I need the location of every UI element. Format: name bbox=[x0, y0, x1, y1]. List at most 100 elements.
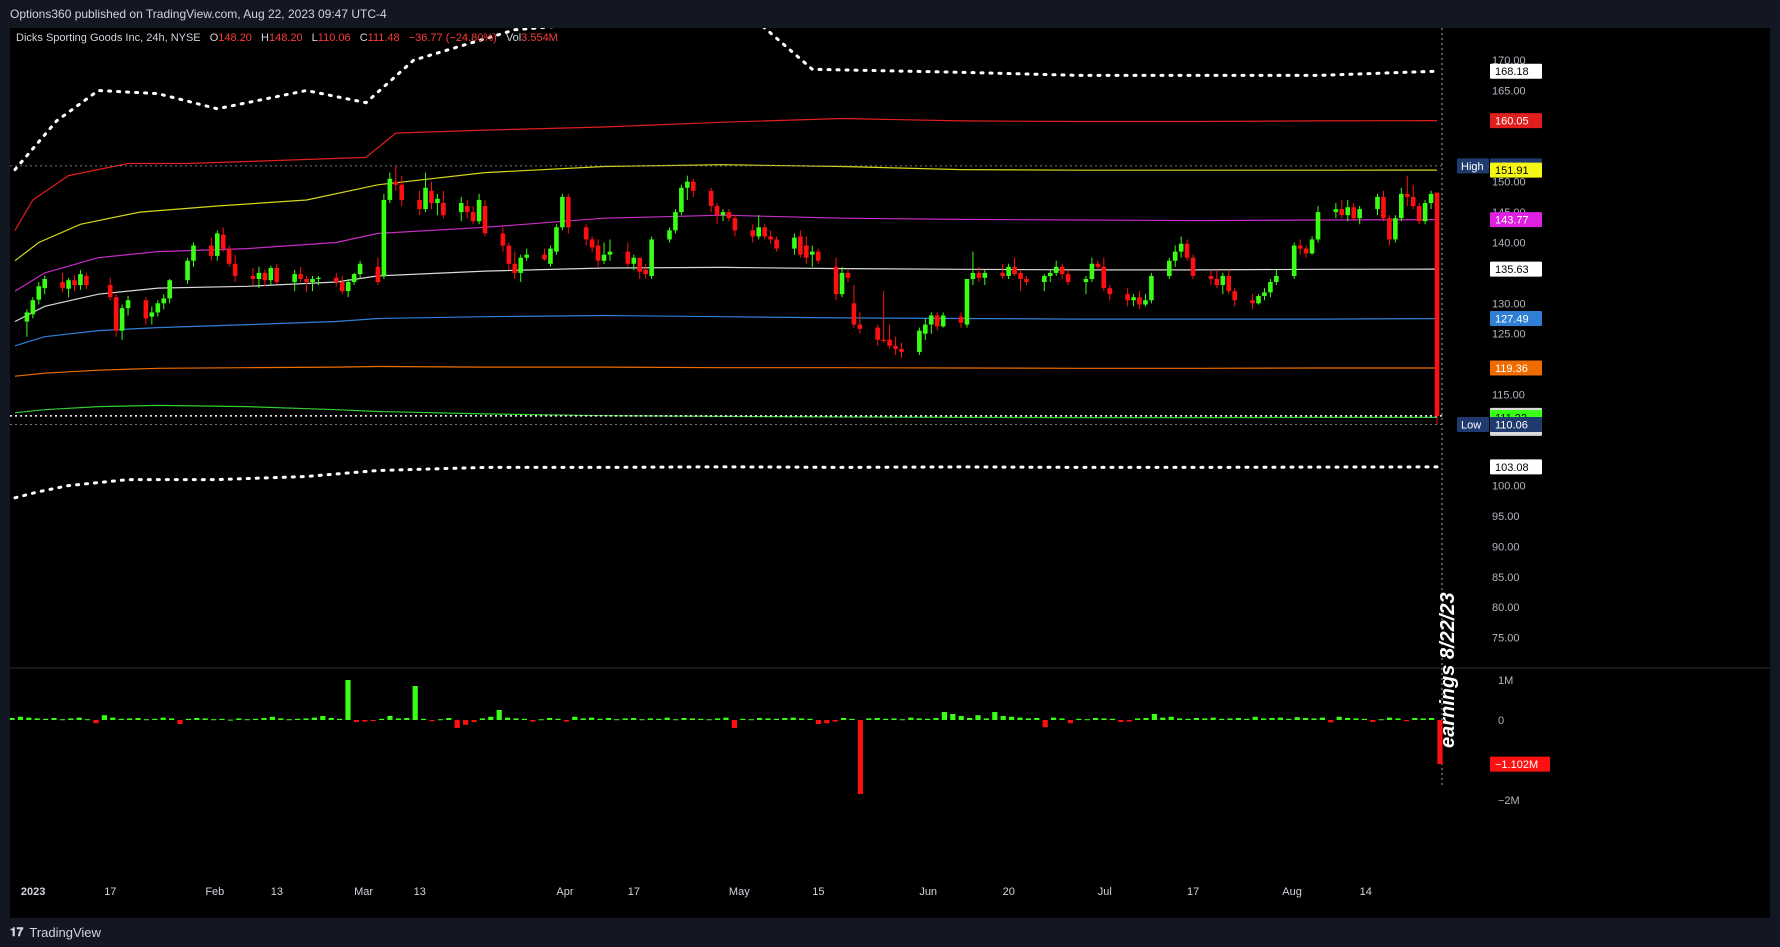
volume-bar bbox=[1067, 720, 1073, 724]
volume-bar bbox=[706, 719, 712, 721]
volume-bar bbox=[1210, 717, 1216, 720]
volume-bar bbox=[219, 718, 225, 720]
volume-bar bbox=[832, 720, 838, 722]
volume-bar bbox=[379, 718, 385, 720]
candle bbox=[601, 254, 607, 261]
candle bbox=[595, 245, 601, 261]
candle bbox=[30, 300, 36, 315]
volume-bar bbox=[992, 712, 998, 720]
candle bbox=[631, 257, 637, 264]
candle bbox=[60, 282, 65, 289]
candle bbox=[1375, 196, 1380, 210]
band-red bbox=[14, 117, 1438, 231]
candle bbox=[36, 286, 42, 300]
volume-bar bbox=[1185, 718, 1191, 720]
volume-bar bbox=[563, 720, 569, 722]
candle bbox=[964, 278, 970, 325]
price-tag-bg bbox=[1457, 158, 1489, 174]
volume-bar bbox=[85, 719, 91, 721]
candle bbox=[1357, 209, 1362, 219]
candle bbox=[1333, 209, 1339, 213]
volume-bar bbox=[1361, 718, 1367, 720]
volume-bar bbox=[857, 720, 863, 794]
band-lines bbox=[10, 16, 1443, 788]
time-tick-label: 15 bbox=[812, 886, 824, 898]
volume-bar bbox=[295, 718, 301, 720]
candle bbox=[423, 187, 428, 210]
candle bbox=[982, 272, 988, 278]
volume-bar bbox=[211, 719, 217, 721]
candle bbox=[506, 245, 512, 264]
price-tick-label: 170.00 bbox=[1492, 55, 1526, 67]
volume-bar bbox=[664, 717, 670, 720]
price-label: 168.18 bbox=[1495, 66, 1529, 78]
candle bbox=[1018, 272, 1023, 279]
candle bbox=[923, 324, 928, 334]
candle bbox=[928, 315, 934, 325]
volume-bar bbox=[1042, 720, 1048, 728]
volume-bar bbox=[59, 719, 65, 721]
volume-bar bbox=[1261, 718, 1267, 720]
volume-bar bbox=[656, 718, 662, 720]
time-tick-label: Feb bbox=[205, 886, 224, 898]
volume-bar bbox=[505, 717, 511, 720]
price-axis-labels: 168.18160.05152.61High151.91143.77135.63… bbox=[1457, 63, 1550, 772]
price-label: 119.36 bbox=[1495, 363, 1528, 375]
candle bbox=[637, 257, 643, 272]
volume-bar bbox=[110, 717, 116, 720]
candle bbox=[589, 239, 595, 248]
candle bbox=[304, 278, 309, 283]
volume-bar bbox=[169, 718, 175, 720]
volume-bar bbox=[874, 718, 880, 720]
volume-bar bbox=[1277, 717, 1283, 720]
volume-bar bbox=[34, 718, 40, 720]
volume-bar bbox=[689, 718, 695, 720]
volume-bar bbox=[589, 717, 595, 720]
price-tag: Low bbox=[1461, 419, 1481, 431]
band-magenta bbox=[14, 214, 1438, 292]
volume-bar bbox=[353, 720, 359, 722]
candle bbox=[1101, 266, 1107, 289]
candle bbox=[958, 316, 964, 323]
volume-bar bbox=[1151, 714, 1157, 720]
volume-bar bbox=[68, 718, 74, 720]
earnings-annotation: earnings 8/22/23 bbox=[1437, 592, 1459, 748]
volume-bar bbox=[950, 714, 956, 720]
candle bbox=[804, 245, 809, 258]
candle bbox=[1065, 274, 1071, 283]
candle bbox=[24, 312, 30, 322]
price-gridlines bbox=[10, 28, 1770, 918]
brand-label: TradingView bbox=[29, 925, 101, 940]
volume-bar bbox=[43, 718, 49, 720]
candle bbox=[667, 230, 672, 240]
volume-bar bbox=[1387, 717, 1393, 720]
volume-bar bbox=[723, 717, 729, 720]
candle bbox=[1149, 275, 1154, 301]
volume-bar bbox=[51, 718, 57, 720]
brand[interactable]: 𝟏𝟕 TradingView bbox=[10, 925, 101, 940]
candle bbox=[690, 181, 696, 191]
legend-c-value: 111.48 bbox=[368, 32, 400, 44]
legend-h-value: 148.20 bbox=[269, 32, 303, 44]
time-tick-label: 14 bbox=[1360, 886, 1372, 898]
volume-bar bbox=[1118, 720, 1124, 722]
volume-bar bbox=[1437, 720, 1443, 764]
time-tick-label: 17 bbox=[1187, 886, 1199, 898]
volume-bar bbox=[1336, 716, 1342, 720]
candle bbox=[1274, 275, 1279, 283]
candle bbox=[887, 339, 892, 346]
candle bbox=[107, 285, 113, 298]
candle bbox=[500, 233, 506, 246]
volume-bar bbox=[1025, 718, 1031, 720]
time-tick-label: 17 bbox=[628, 886, 640, 898]
volume-bar bbox=[513, 718, 519, 720]
volume-bar bbox=[799, 718, 805, 720]
volume-bar bbox=[135, 718, 141, 720]
candle bbox=[720, 212, 726, 216]
price-label-bg bbox=[1490, 360, 1542, 376]
volume-bar bbox=[555, 718, 561, 720]
time-tick-label: 17 bbox=[104, 886, 116, 898]
price-tag: High bbox=[1461, 161, 1484, 173]
volume-bar bbox=[605, 718, 611, 720]
time-tick-label: 2023 bbox=[21, 886, 45, 898]
